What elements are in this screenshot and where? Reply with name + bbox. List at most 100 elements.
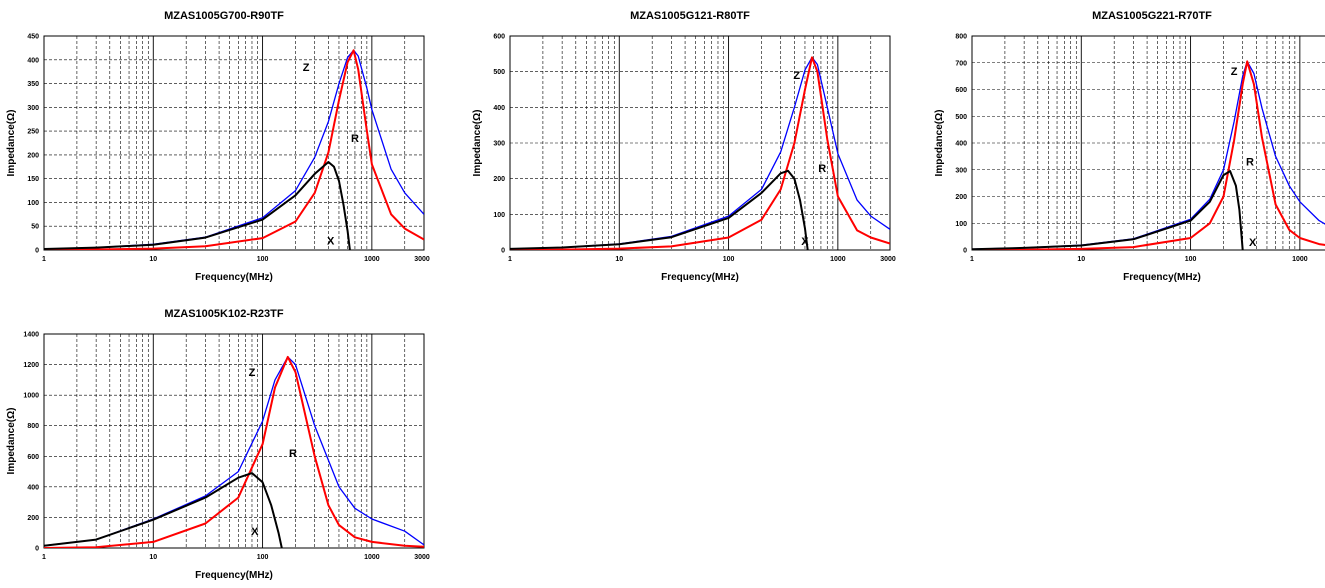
chart-title: MZAS1005G700-R90TF <box>164 10 284 22</box>
chart-title: MZAS1005G121-R80TF <box>630 10 750 22</box>
y-tick-label: 400 <box>27 484 39 491</box>
x-tick-label: 10 <box>1077 256 1085 263</box>
x-tick-label: 100 <box>1185 256 1197 263</box>
y-tick-label: 600 <box>955 87 967 94</box>
y-tick-label: 400 <box>27 57 39 64</box>
series-x-line <box>44 472 283 548</box>
chart-svg: MZAS1005G221-R70TF 0 100 200 300 400 500 600 700… <box>934 10 1325 283</box>
chart-3: MZAS1005G221-R70TF 0 100 200 300 400 500 600 700… <box>928 0 1325 290</box>
curve-label-x: X <box>801 236 809 248</box>
x-axis-label: Frequency(MHz) <box>195 272 273 283</box>
y-tick-label: 150 <box>27 176 39 183</box>
x-tick-label: 1000 <box>830 256 846 263</box>
grid <box>44 36 424 250</box>
y-tick-label: 200 <box>27 152 39 159</box>
grid <box>510 36 890 250</box>
chart-2: MZAS1005G121-R80TF 0 100 200 300 400 500 600 1 10… <box>466 0 906 290</box>
curve-label-r: R <box>351 133 359 145</box>
y-axis-label: Impedance(Ω) <box>472 110 483 177</box>
y-axis-label: Impedance(Ω) <box>6 110 17 177</box>
y-tick-label: 0 <box>35 248 39 255</box>
plot-frame <box>43 333 425 549</box>
y-tick-label: 500 <box>955 114 967 121</box>
y-tick-label: 1000 <box>23 393 39 400</box>
x-tick-label: 100 <box>723 256 735 263</box>
y-axis-label: Impedance(Ω) <box>934 110 945 177</box>
x-tick-label: 10 <box>615 256 623 263</box>
series-z-line <box>44 49 424 250</box>
y-tick-label: 600 <box>493 34 505 41</box>
y-tick-label: 0 <box>963 248 967 255</box>
y-tick-label: 300 <box>493 141 505 148</box>
x-tick-label: 1000 <box>364 554 380 561</box>
x-tick-label: 3000 <box>414 256 430 263</box>
x-tick-label: 100 <box>257 554 269 561</box>
series-x-line <box>44 161 351 250</box>
curve-label-z: Z <box>249 367 256 379</box>
chart-title: MZAS1005G221-R70TF <box>1092 10 1212 22</box>
series-r-line <box>44 355 424 548</box>
y-tick-label: 100 <box>955 221 967 228</box>
y-tick-label: 200 <box>493 176 505 183</box>
curve-label-r: R <box>818 163 826 175</box>
y-tick-label: 1200 <box>23 362 39 369</box>
series-x-line <box>972 170 1244 250</box>
y-tick-label: 1400 <box>23 332 39 339</box>
curve-label-r: R <box>1246 157 1254 169</box>
plot-frame <box>971 35 1325 251</box>
series-r-line <box>44 49 424 250</box>
curve-label-x: X <box>251 526 259 538</box>
curve-label-z: Z <box>1231 66 1238 78</box>
x-tick-label: 1 <box>42 256 46 263</box>
x-tick-label: 3000 <box>880 256 896 263</box>
y-tick-label: 0 <box>35 546 39 553</box>
curve-label-z: Z <box>303 62 310 74</box>
x-tick-label: 10 <box>149 554 157 561</box>
x-tick-label: 10 <box>149 256 157 263</box>
y-tick-label: 200 <box>27 515 39 522</box>
y-tick-label: 350 <box>27 81 39 88</box>
x-tick-label: 100 <box>257 256 269 263</box>
y-tick-label: 300 <box>955 167 967 174</box>
curve-label-z: Z <box>793 70 800 82</box>
y-tick-label: 600 <box>27 454 39 461</box>
curve-label-r: R <box>289 448 297 460</box>
y-tick-label: 400 <box>493 105 505 112</box>
x-tick-label: 3000 <box>414 554 430 561</box>
x-tick-label: 1 <box>508 256 512 263</box>
y-tick-label: 500 <box>493 69 505 76</box>
y-tick-label: 100 <box>27 200 39 207</box>
y-tick-label: 400 <box>955 141 967 148</box>
x-tick-label: 1000 <box>364 256 380 263</box>
grid <box>44 334 424 548</box>
y-axis-label: Impedance(Ω) <box>6 408 17 475</box>
series-x-line <box>510 169 809 250</box>
curve-label-x: X <box>1249 237 1257 249</box>
series-r-line <box>972 60 1325 250</box>
plot-frame <box>43 35 425 251</box>
x-axis-label: Frequency(MHz) <box>195 570 273 581</box>
chart-title: MZAS1005K102-R23TF <box>164 308 283 320</box>
plot-frame <box>509 35 891 251</box>
chart-svg: MZAS1005K102-R23TF 0 200 400 600 800 1000 1200 1… <box>6 308 430 581</box>
y-tick-label: 250 <box>27 129 39 136</box>
y-tick-label: 300 <box>27 105 39 112</box>
chart-svg: MZAS1005G121-R80TF 0 100 200 300 400 500 600 1 10… <box>472 10 896 283</box>
y-tick-label: 800 <box>27 423 39 430</box>
x-tick-label: 1 <box>42 554 46 561</box>
grid <box>972 36 1325 250</box>
y-tick-label: 50 <box>31 224 39 231</box>
y-tick-label: 800 <box>955 34 967 41</box>
y-tick-label: 200 <box>955 194 967 201</box>
x-tick-label: 1000 <box>1292 256 1308 263</box>
y-tick-label: 450 <box>27 34 39 41</box>
x-axis-label: Frequency(MHz) <box>1123 272 1201 283</box>
chart-svg: MZAS1005G700-R90TF 0 50 100 150 200 250 300 350 4… <box>6 10 430 283</box>
y-tick-label: 100 <box>493 212 505 219</box>
series-r-line <box>510 56 890 250</box>
y-tick-label: 700 <box>955 60 967 67</box>
chart-1: MZAS1005G700-R90TF 0 50 100 150 200 250 300 350 4… <box>0 0 440 290</box>
y-tick-label: 0 <box>501 248 505 255</box>
x-axis-label: Frequency(MHz) <box>661 272 739 283</box>
curve-label-x: X <box>327 235 335 247</box>
